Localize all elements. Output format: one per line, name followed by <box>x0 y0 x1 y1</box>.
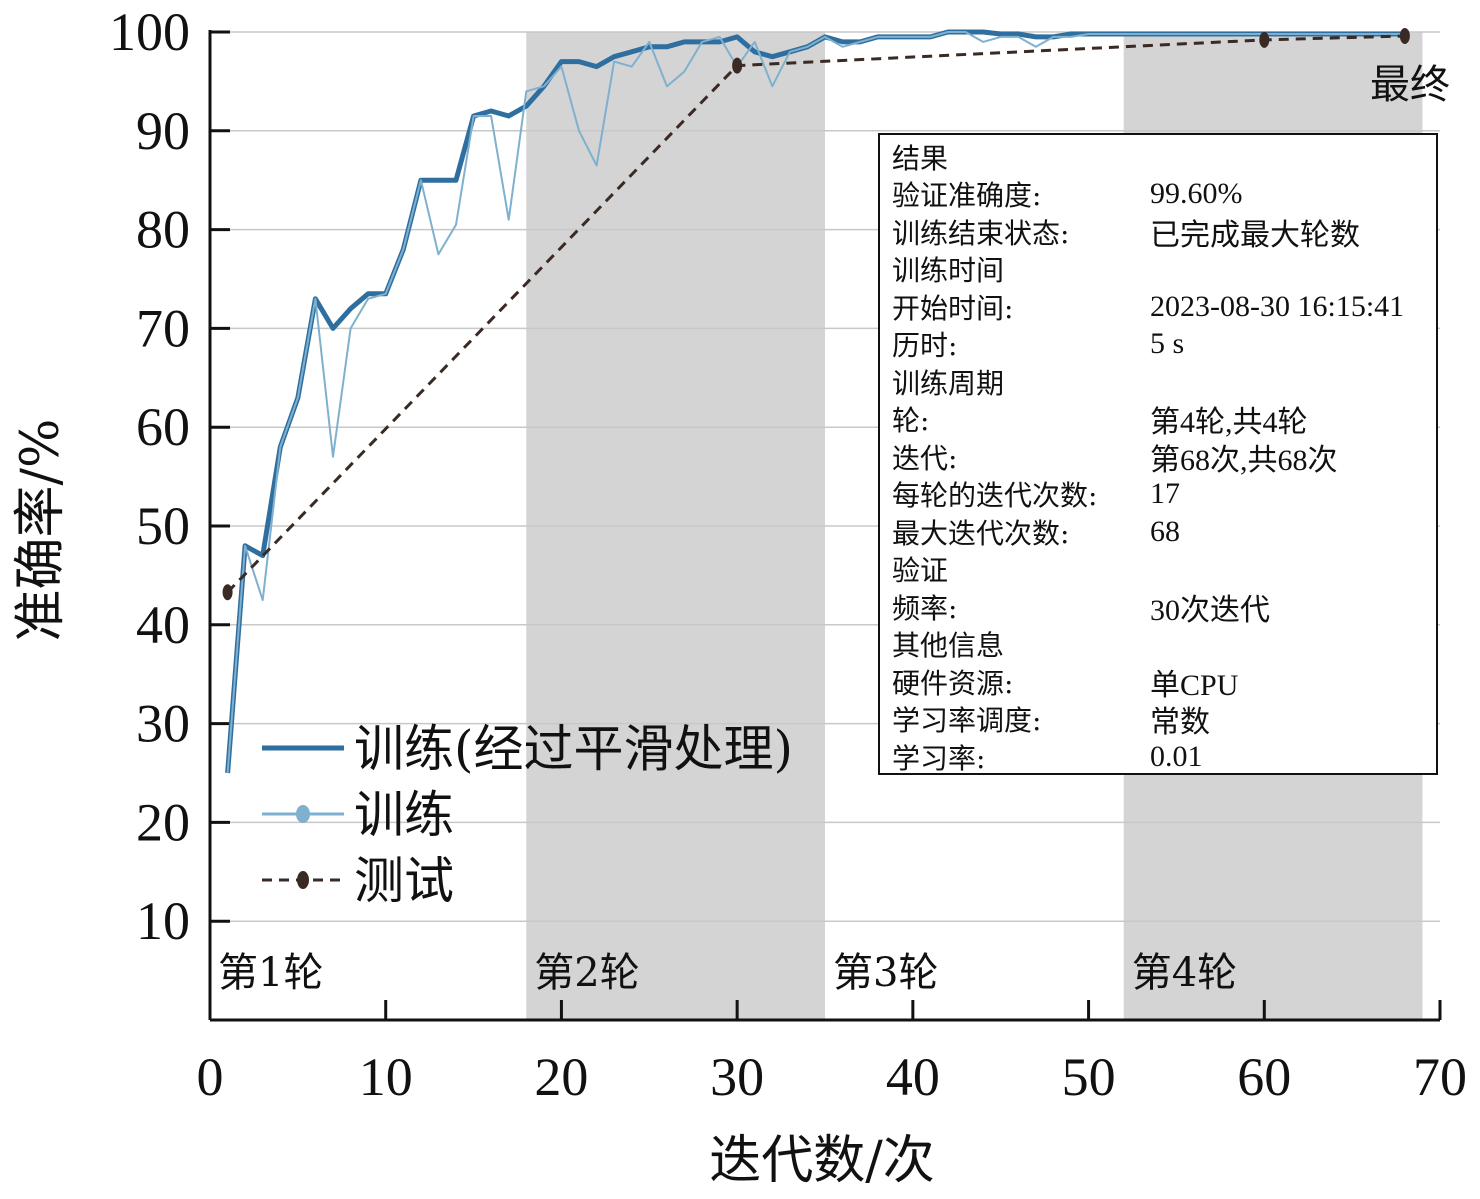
info-key: 验证准确度: <box>892 179 1042 213</box>
training-info-panel: 结果验证准确度: 99.60% 训练结束状态: 已完成最大轮数训练时间 开始时间: 202… <box>878 133 1438 775</box>
legend-marker-3 <box>297 871 309 889</box>
series-line-2 <box>226 31 1405 774</box>
info-key: 轮: <box>892 404 930 438</box>
y-tick-label-30: 30 <box>136 694 190 754</box>
tick-labels: 10 20 30 40 50 60 70 80 90 100 0 10 20 30 40 50 60 70 <box>109 2 1467 1107</box>
y-tick-label-40: 40 <box>136 595 190 655</box>
info-value: 第4轮,共4轮 <box>1150 406 1308 440</box>
y-tick-label-100: 100 <box>109 2 190 62</box>
info-row: 验证准确度: 99.60% <box>892 176 1428 214</box>
series-line-3 <box>226 34 1405 594</box>
info-key: 硬件资源: <box>892 666 1014 700</box>
info-row: 训练周期 <box>892 363 1428 401</box>
info-row: 结果 <box>892 138 1428 176</box>
info-key: 其他信息 <box>892 629 1005 663</box>
y-tick-label-70: 70 <box>136 298 190 358</box>
info-row: 迭代: 第68次,共68次 <box>892 438 1428 477</box>
y-tick-label-20: 20 <box>136 792 190 852</box>
test-point-2 <box>732 57 743 74</box>
info-key: 迭代: <box>892 441 958 475</box>
y-tick-label-80: 80 <box>136 200 190 260</box>
test-point-3 <box>1259 31 1270 48</box>
info-row: 硬件资源: 单CPU <box>892 663 1428 702</box>
legend-label-2: 训练 <box>354 786 454 844</box>
x-axis-title: 迭代数/次 <box>709 1131 935 1191</box>
info-value: 17 <box>1150 477 1180 511</box>
test-point-4 <box>1399 27 1410 44</box>
epoch-label-3: 第3轮 <box>833 950 938 996</box>
info-key: 开始时间: <box>892 291 1014 325</box>
info-value: 2023-08-30 16:15:41 <box>1150 289 1405 323</box>
info-row: 其他信息 <box>892 626 1428 664</box>
info-key: 验证 <box>892 554 949 588</box>
info-row: 开始时间: 2023-08-30 16:15:41 <box>892 288 1428 326</box>
x-tick-label-30: 30 <box>710 1047 764 1107</box>
x-tick-label-0: 0 <box>197 1047 224 1107</box>
info-value: 68 <box>1150 514 1180 548</box>
legend-marker-2 <box>296 805 310 823</box>
epoch-label-1: 第1轮 <box>218 950 323 996</box>
info-row: 频率: 30次迭代 <box>892 588 1428 627</box>
x-tick-label-60: 60 <box>1237 1047 1291 1107</box>
epoch-label-2: 第2轮 <box>534 950 639 996</box>
info-value: 99.60% <box>1150 177 1243 211</box>
legend-label-3: 测试 <box>354 852 454 910</box>
info-row: 验证 <box>892 551 1428 589</box>
info-key: 训练时间 <box>892 254 1005 288</box>
info-row: 最大迭代次数: 68 <box>892 513 1428 551</box>
info-value: 30次迭代 <box>1150 593 1270 627</box>
legend-label-1: 训练(经过平滑处理) <box>354 720 793 778</box>
info-row: 训练时间 <box>892 251 1428 289</box>
info-row: 历时: 5 s <box>892 326 1428 364</box>
info-key: 频率: <box>892 591 958 625</box>
epoch-label-4: 第4轮 <box>1132 950 1237 996</box>
x-tick-label-70: 70 <box>1413 1047 1467 1107</box>
info-key: 最大迭代次数: <box>892 516 1070 550</box>
x-tick-label-10: 10 <box>359 1047 413 1107</box>
info-key: 训练结束状态: <box>892 216 1070 250</box>
info-key: 学习率调度: <box>892 704 1042 738</box>
info-value: 常数 <box>1150 706 1210 740</box>
y-axis-title: 准确率/% <box>11 419 71 642</box>
info-value: 已完成最大轮数 <box>1150 218 1360 252</box>
info-row: 每轮的迭代次数: 17 <box>892 476 1428 514</box>
x-tick-label-20: 20 <box>534 1047 588 1107</box>
info-row: 轮: 第4轮,共4轮 <box>892 401 1428 439</box>
info-value: 单CPU <box>1150 668 1239 702</box>
y-tick-label-50: 50 <box>136 496 190 556</box>
info-value: 第68次,共68次 <box>1150 443 1338 477</box>
info-key: 结果 <box>892 141 949 175</box>
info-key: 历时: <box>892 329 958 363</box>
info-row: 学习率调度: 常数 <box>892 701 1428 739</box>
info-key: 训练周期 <box>892 366 1005 400</box>
series-lines <box>222 27 1410 774</box>
info-value: 5 s <box>1150 327 1185 361</box>
y-tick-label-10: 10 <box>136 891 190 951</box>
info-value: 0.01 <box>1150 739 1203 773</box>
test-point-1 <box>222 584 233 601</box>
axes <box>208 30 1442 1022</box>
info-key: 学习率: <box>892 741 986 775</box>
y-tick-label-60: 60 <box>136 397 190 457</box>
info-row: 学习率: 0.01 <box>892 738 1428 776</box>
y-tick-label-90: 90 <box>136 101 190 161</box>
x-tick-label-40: 40 <box>886 1047 940 1107</box>
info-row: 训练结束状态: 已完成最大轮数 <box>892 213 1428 252</box>
info-key: 每轮的迭代次数: <box>892 479 1098 513</box>
x-tick-label-50: 50 <box>1062 1047 1116 1107</box>
final-label: 最终 <box>1370 62 1450 108</box>
